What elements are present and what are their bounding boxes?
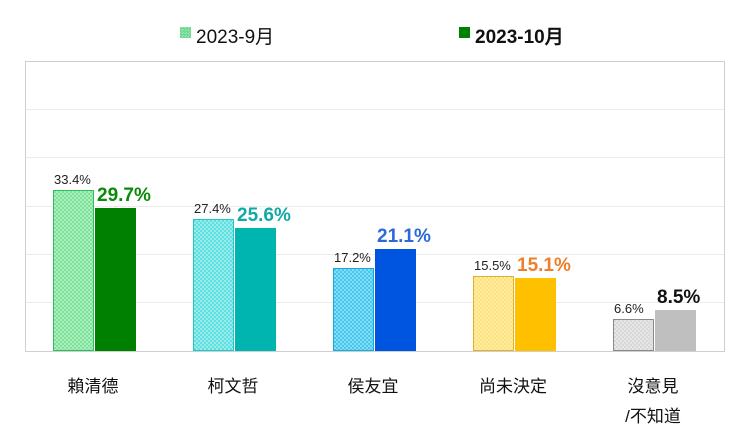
value-label-2023-09: 27.4% xyxy=(194,201,231,217)
bar-2023-09 xyxy=(473,276,514,351)
value-label-2023-10: 15.1% xyxy=(517,255,571,277)
gridline xyxy=(26,157,724,159)
category-label: 侯友宜 xyxy=(347,377,399,396)
value-label-2023-09: 6.6% xyxy=(614,301,644,317)
bar-2023-10 xyxy=(375,249,416,351)
value-label-2023-10: 29.7% xyxy=(97,184,151,206)
bar-2023-10 xyxy=(655,310,696,351)
bar-2023-10 xyxy=(95,207,136,351)
legend-item-sep: 2023-9月 xyxy=(180,22,274,49)
legend-item-oct: 2023-10月 xyxy=(459,22,564,49)
legend-swatch-solid-icon xyxy=(459,27,470,38)
gridline xyxy=(26,205,724,207)
bar-2023-10 xyxy=(235,227,276,351)
category-label: 柯文哲 xyxy=(207,377,259,396)
plot-area: 33.4% 29.7% 27.4% 25.6% 17.2% 21.1% 15.5% 15.1%… xyxy=(25,61,725,352)
bar-2023-09 xyxy=(193,219,234,351)
bar-2023-10 xyxy=(515,278,556,351)
value-label-2023-10: 21.1% xyxy=(377,226,431,248)
category-label: 沒意見/不知道 xyxy=(625,377,681,426)
legend-swatch-pattern-icon xyxy=(180,27,191,38)
value-label-2023-09: 33.4% xyxy=(54,172,91,188)
value-label-2023-09: 15.5% xyxy=(474,258,511,274)
bar-2023-09 xyxy=(333,268,374,351)
value-label-2023-10: 25.6% xyxy=(237,204,291,226)
gridline xyxy=(26,109,724,111)
legend-label-curr: 2023-10月 xyxy=(475,27,564,48)
category-label: 賴清德 xyxy=(67,377,119,396)
value-label-2023-10: 8.5% xyxy=(657,287,701,309)
bar-2023-09 xyxy=(53,190,94,351)
category-label: 尚未決定 xyxy=(479,377,547,396)
legend-label-prev: 2023-9月 xyxy=(196,27,275,48)
value-label-2023-09: 17.2% xyxy=(334,250,371,266)
bar-2023-09 xyxy=(613,319,654,351)
